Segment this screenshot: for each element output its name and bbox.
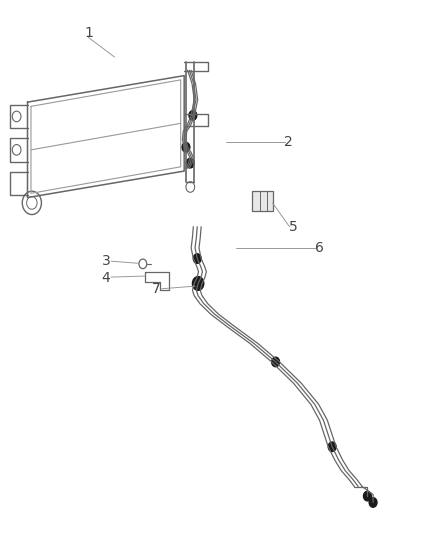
Circle shape (328, 442, 336, 451)
Text: 4: 4 (102, 271, 110, 285)
Circle shape (182, 142, 190, 152)
Circle shape (194, 279, 202, 288)
Text: 1: 1 (84, 26, 93, 40)
Text: 2: 2 (284, 135, 293, 149)
Circle shape (272, 357, 279, 367)
Circle shape (189, 111, 197, 120)
Bar (252, 191, 272, 211)
Text: 6: 6 (314, 241, 324, 255)
Circle shape (186, 158, 194, 168)
Text: 7: 7 (152, 282, 160, 296)
Circle shape (369, 498, 377, 507)
Circle shape (192, 277, 204, 290)
Circle shape (193, 254, 201, 263)
Circle shape (364, 491, 371, 501)
Text: 5: 5 (289, 220, 297, 234)
Text: 3: 3 (102, 254, 110, 268)
